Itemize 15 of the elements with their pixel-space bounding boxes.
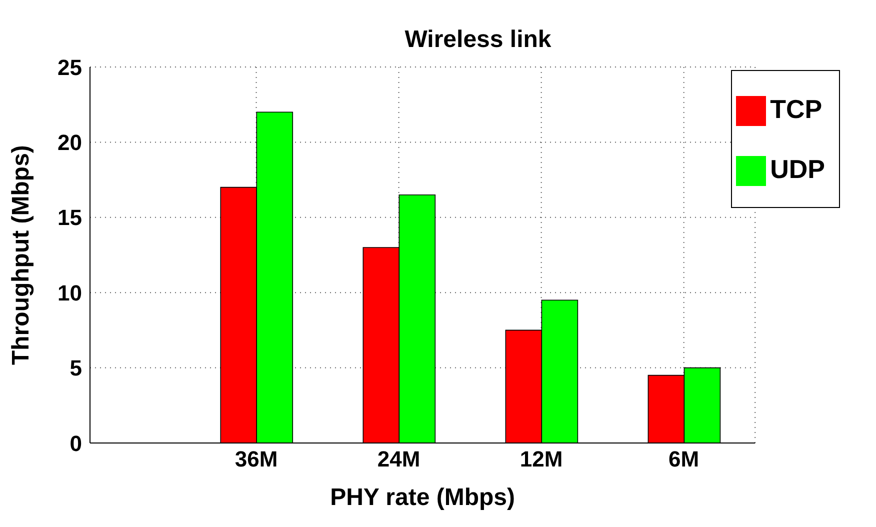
x-tick-label: 24M [377,446,420,472]
y-tick-label: 0 [70,430,82,456]
x-tick-label: 6M [668,446,700,472]
y-axis-title: Throughput (Mbps) [8,145,35,365]
legend-label: UDP [770,154,825,184]
x-tick-label: 12M [520,446,563,472]
x-axis-title: PHY rate (Mbps) [330,484,516,511]
y-tick-label: 5 [70,356,82,381]
y-tick-label: 25 [58,54,82,80]
chart-title: Wireless link [404,26,552,54]
y-tick-label: 10 [58,280,82,306]
y-tick-label: 20 [58,130,82,156]
x-tick-label: 36M [234,446,278,472]
legend-label: TCP [770,94,822,124]
y-tick-label: 15 [58,205,82,230]
